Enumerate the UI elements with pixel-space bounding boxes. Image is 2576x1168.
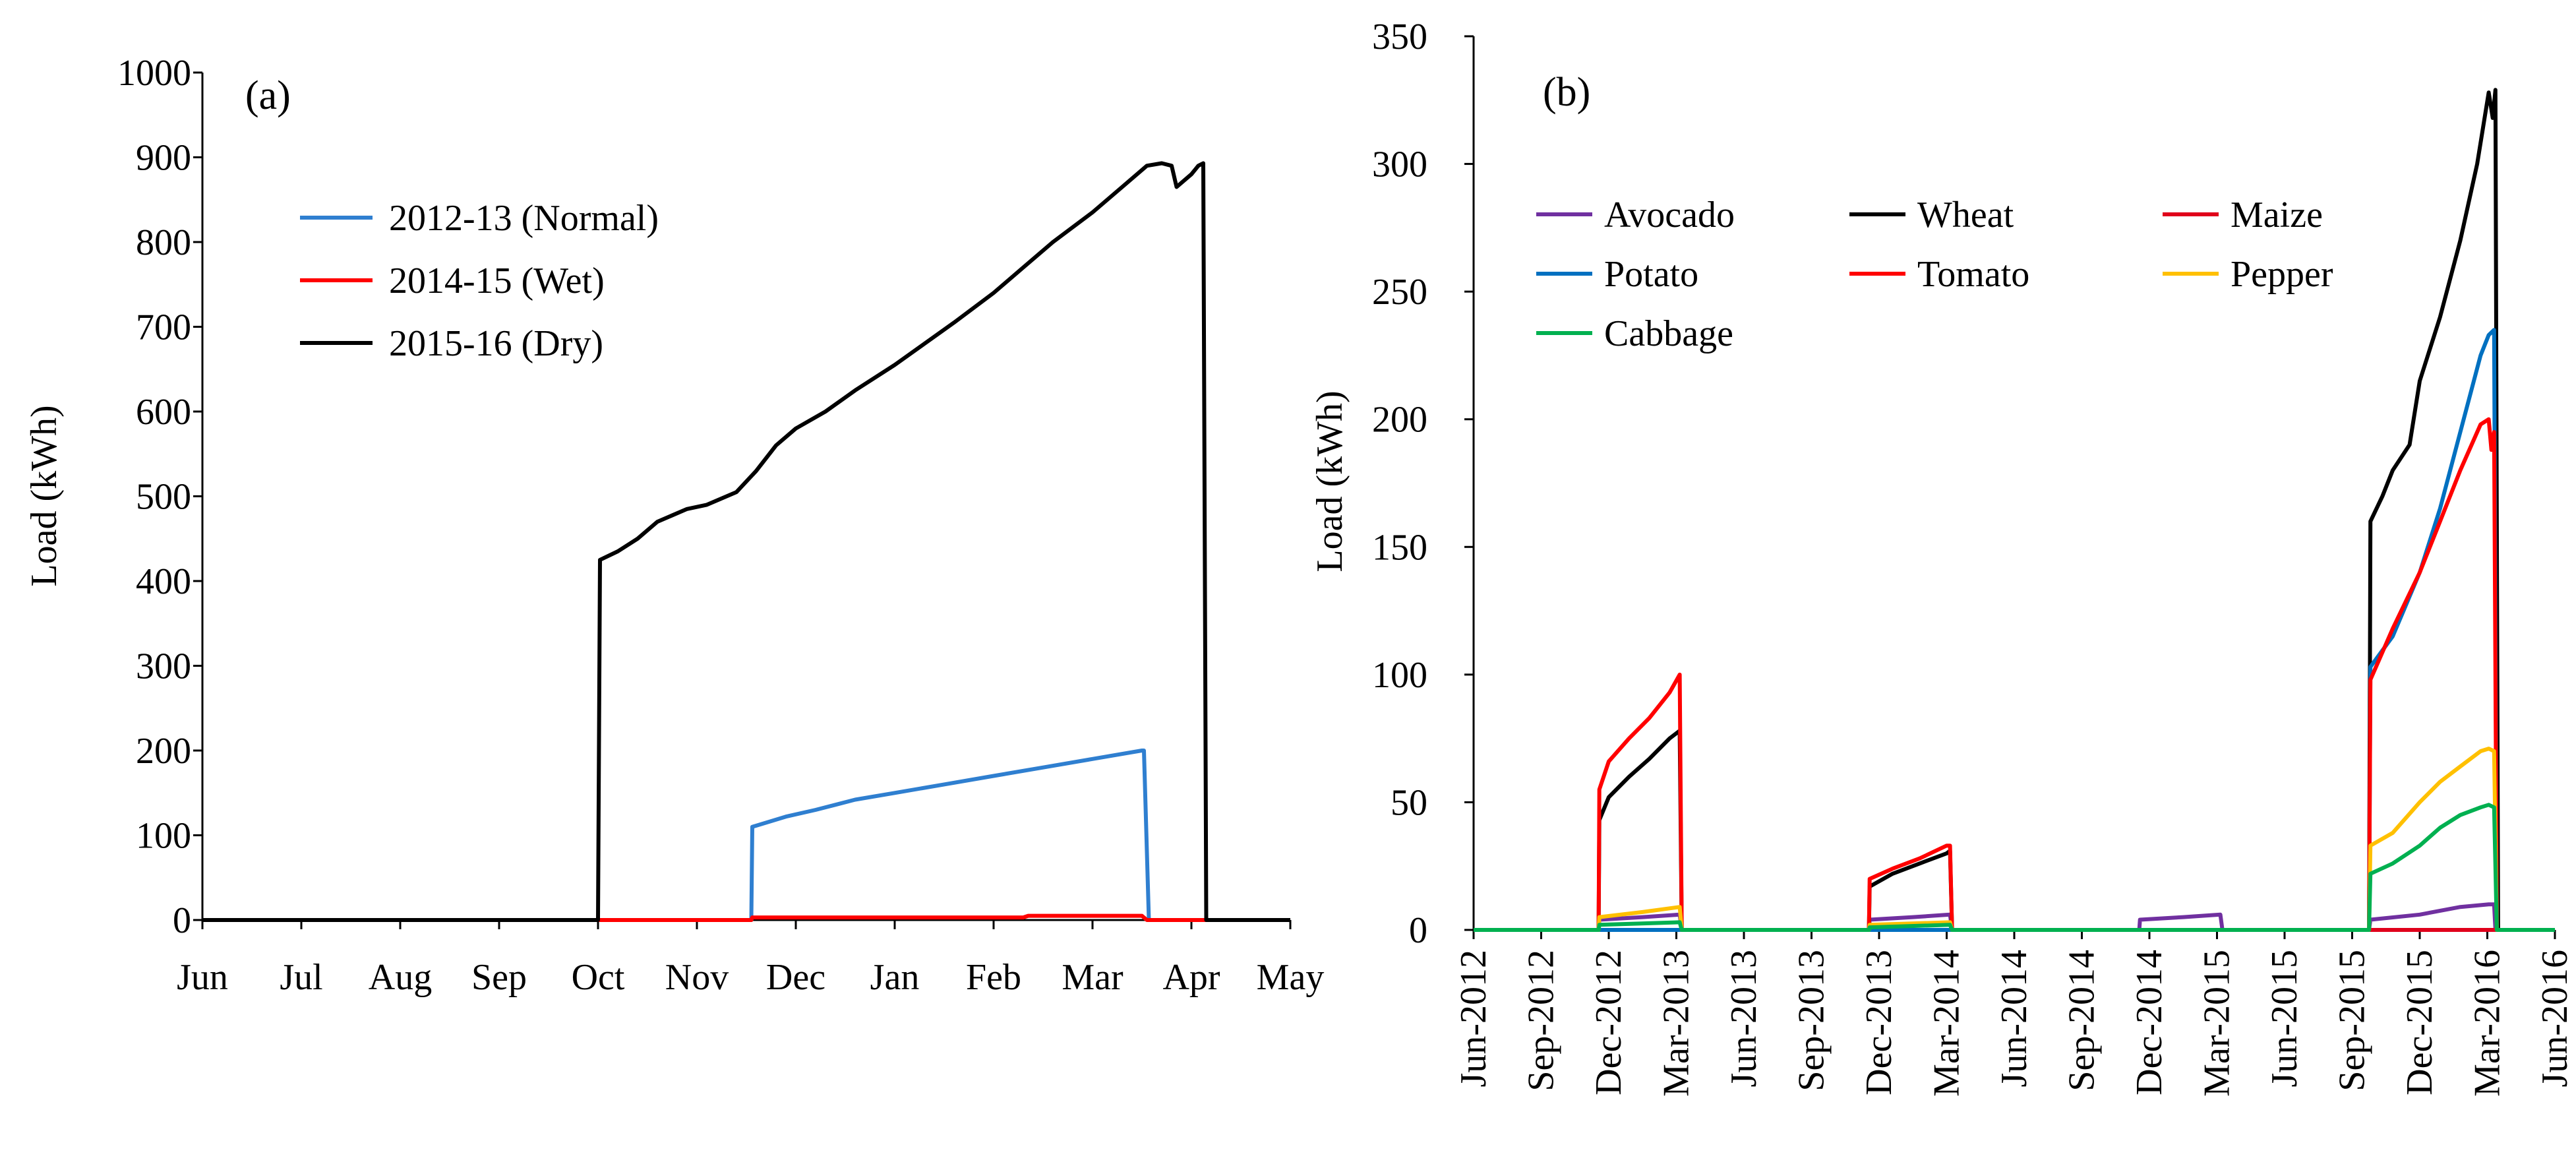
panel-label: (a) [245, 73, 291, 118]
x-tick-label: Sep [471, 957, 527, 998]
y-tick-label: 50 [1391, 782, 1427, 823]
y-tick-label: 400 [136, 561, 191, 602]
x-tick-label: Dec [766, 957, 825, 998]
y-tick-label: 600 [136, 392, 191, 433]
x-tick-label: Jun-2014 [1994, 950, 2035, 1087]
series-line-cabbage [1474, 803, 2555, 932]
x-tick-label: Mar-2015 [2197, 950, 2238, 1097]
y-tick-label: 100 [136, 816, 191, 857]
legend-label-pepper: Pepper [2231, 254, 2333, 295]
y-tick-label: 1000 [117, 53, 191, 94]
y-tick-label: 0 [173, 900, 191, 941]
y-tick-label: 250 [1372, 272, 1427, 313]
series-line-avocado [1474, 902, 2555, 932]
chart-panel-b: 0 50 100 150 200 250 300 350 Jun-2012 Sep-2012 Dec… [1309, 16, 2575, 1097]
y-tick-label: 500 [136, 477, 191, 518]
series-line-2014-15-wet [202, 913, 1290, 922]
x-tick-label: Jun-2016 [2534, 950, 2575, 1087]
y-tick-label: 350 [1372, 16, 1427, 57]
y-tick-label: 700 [136, 307, 191, 348]
legend-label-avocado: Avocado [1604, 195, 1735, 235]
y-tick-label: 200 [136, 731, 191, 772]
x-tick-label: Jun-2012 [1453, 950, 1494, 1087]
y-tick-label: 800 [136, 222, 191, 263]
x-tick-label: Nov [665, 957, 729, 998]
legend-label-wheat: Wheat [1917, 195, 2014, 235]
y-tick-label: 200 [1372, 400, 1427, 441]
series-line-tomato [1474, 417, 2555, 932]
x-tick-label: Apr [1162, 957, 1220, 998]
x-tick-label: Mar-2013 [1656, 950, 1697, 1097]
series-line-2015-16-dry [202, 161, 1290, 922]
x-tick-label: Sep-2015 [2332, 950, 2373, 1091]
y-tick-label: 300 [1372, 144, 1427, 185]
y-axis-label: Load (kWh) [24, 405, 65, 586]
x-tick-label: Sep-2012 [1521, 950, 1562, 1091]
x-tick-label: Mar-2014 [1927, 950, 1967, 1097]
x-tick-label: Aug [369, 957, 432, 998]
x-tick-label: Mar [1062, 957, 1123, 998]
series-line-2012-13-normal [202, 749, 1290, 922]
x-tick-label: Dec-2013 [1859, 950, 1900, 1095]
y-tick-label: 0 [1409, 910, 1427, 951]
x-tick-label: Jun-2015 [2264, 950, 2305, 1087]
x-tick-label: Sep-2014 [2062, 950, 2103, 1091]
x-tick-label: Feb [966, 957, 1021, 998]
y-tick-label: 100 [1372, 655, 1427, 696]
chart-panel-a: 0 100 200 300 400 500 600 700 800 900 1000 Jun Jul Au… [24, 53, 1324, 998]
y-tick-label: 150 [1372, 527, 1427, 568]
x-tick-label: Oct [572, 957, 625, 998]
legend-label-2012-13-normal: 2012-13 (Normal) [389, 198, 659, 239]
legend: Avocado Wheat Maize Potato Tomato Pepper Cabba… [1536, 195, 2333, 354]
x-tick-label: May [1257, 957, 1325, 998]
legend-label-2015-16-dry: 2015-16 (Dry) [389, 323, 603, 364]
x-tick-label: Dec-2014 [2129, 950, 2170, 1095]
y-tick-label: 300 [136, 646, 191, 687]
legend-label-2014-15-wet: 2014-15 (Wet) [389, 261, 605, 301]
x-tick-label: Dec-2012 [1588, 950, 1629, 1095]
panel-label: (b) [1543, 70, 1590, 115]
legend-label-cabbage: Cabbage [1604, 313, 1733, 354]
y-tick-label: 900 [136, 138, 191, 179]
legend-label-potato: Potato [1604, 254, 1698, 295]
x-tick-label: Sep-2013 [1791, 950, 1832, 1091]
x-tick-label: Mar-2016 [2467, 950, 2508, 1097]
x-tick-label: Jul [280, 957, 322, 998]
y-axis-label: Load (kWh) [1309, 390, 1350, 572]
x-tick-label: Dec-2015 [2399, 950, 2440, 1095]
legend-label-tomato: Tomato [1917, 254, 2029, 295]
x-tick-label: Jan [870, 957, 920, 998]
x-tick-label: Jun [177, 957, 228, 998]
legend-label-maize: Maize [2231, 195, 2323, 235]
x-tick-label: Jun-2013 [1723, 950, 1764, 1087]
legend: 2012-13 (Normal) 2014-15 (Wet) 2015-16 (Dr… [300, 198, 659, 364]
